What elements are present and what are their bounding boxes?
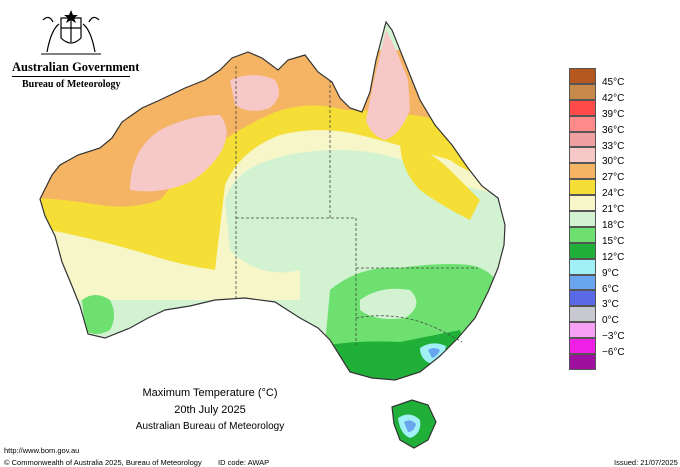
legend-label: 39°C (602, 108, 625, 120)
legend-label: 45°C (602, 77, 625, 88)
legend-label: 12°C (602, 251, 625, 263)
legend-label: 30°C (602, 156, 625, 168)
legend-label: 3°C (602, 299, 619, 311)
footer-copyright: © Commonwealth of Australia 2025, Bureau… (4, 458, 202, 467)
legend-swatch (569, 99, 596, 116)
coat-of-arms-logo (41, 10, 101, 55)
map-agency: Australian Bureau of Meteorology (135, 421, 285, 432)
legend-label: 24°C (602, 188, 625, 200)
bureau-title: Bureau of Meteorology (22, 79, 121, 90)
legend-label: 27°C (602, 172, 625, 184)
legend-swatch (569, 147, 596, 164)
legend-swatch (569, 322, 596, 339)
legend-label: 42°C (602, 92, 625, 104)
legend-swatch (569, 354, 596, 370)
legend-label: −6°C (602, 347, 625, 359)
legend-label: 0°C (602, 315, 619, 327)
map-date: 20th July 2025 (174, 404, 246, 416)
tasmania-coastline (391, 399, 437, 449)
legend-swatch (569, 163, 596, 180)
footer-issued: Issued: 21/07/2025 (614, 458, 678, 467)
footer-id-code: ID code: AWAP (218, 458, 270, 467)
legend-label: 33°C (602, 140, 625, 152)
legend-label: 9°C (602, 267, 619, 279)
tasmania-temperature-field (392, 400, 436, 448)
legend-swatch (569, 258, 596, 275)
legend-swatch (569, 68, 596, 84)
map-title: Maximum Temperature (°C) (142, 387, 278, 399)
legend-swatch (569, 131, 596, 148)
legend-swatch (569, 195, 596, 212)
legend-swatch (569, 115, 596, 132)
legend-swatch (569, 290, 596, 307)
legend-swatch (569, 274, 596, 291)
legend-label: −3°C (602, 331, 625, 343)
legend-swatch (569, 338, 596, 355)
legend-swatch (569, 226, 596, 243)
legend-label: 21°C (602, 204, 625, 216)
legend-swatch (569, 242, 596, 259)
legend-swatch (569, 83, 596, 100)
state-borders (235, 66, 478, 345)
government-title: Australian Government (12, 60, 140, 74)
mainland-coastline (39, 20, 506, 381)
logo-divider (12, 76, 130, 77)
legend-swatch (569, 179, 596, 196)
footer-url: http://www.bom.gov.au (4, 446, 80, 455)
legend-label: 15°C (602, 235, 625, 247)
legend-swatch (569, 211, 596, 227)
legend-label: 36°C (602, 124, 625, 136)
legend-swatch (569, 306, 596, 323)
legend-label: 18°C (602, 220, 625, 232)
legend-label: 6°C (602, 283, 619, 295)
